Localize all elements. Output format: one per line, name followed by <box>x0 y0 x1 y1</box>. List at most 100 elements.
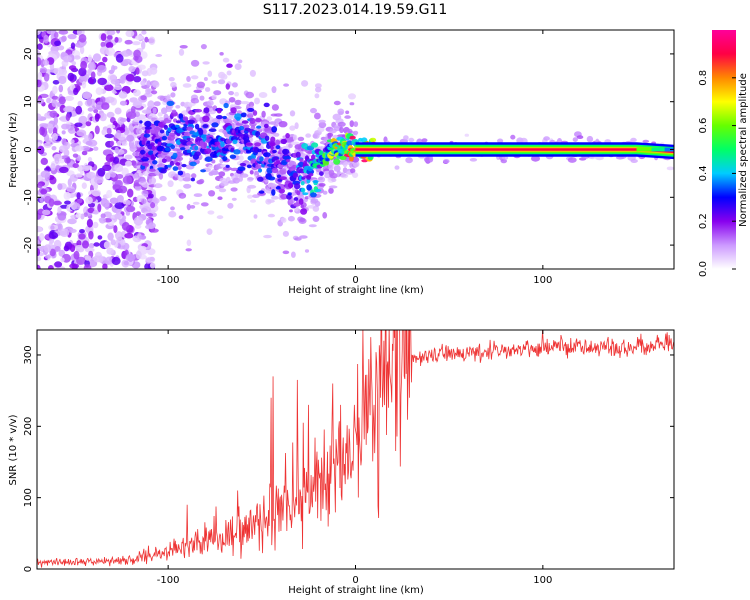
heatmap-cell <box>267 213 275 218</box>
heatmap-cell <box>314 189 322 192</box>
heatmap-cell <box>78 233 86 240</box>
heatmap-cell <box>78 115 88 125</box>
heatmap-cell <box>283 146 289 150</box>
heatmap-cell <box>299 235 308 239</box>
heatmap-cell <box>257 148 263 153</box>
heatmap-cell <box>97 77 107 86</box>
heatmap-cell <box>500 159 507 164</box>
heatmap-cell <box>57 212 67 221</box>
heatmap-cell <box>88 61 96 71</box>
heatmap-cell <box>301 80 309 87</box>
heatmap-cell <box>220 141 225 148</box>
heatmap-cell <box>271 104 279 111</box>
heatmap-cell <box>119 75 126 84</box>
heatmap-cell <box>157 112 163 117</box>
heatmap-cell <box>107 232 114 241</box>
heatmap-cell <box>228 91 235 96</box>
heatmap-cell <box>245 91 254 99</box>
heatmap-cell <box>232 139 238 145</box>
heatmap-cell <box>192 201 200 205</box>
heatmap-cell <box>255 164 262 170</box>
heatmap-cell <box>128 65 136 73</box>
heatmap-cell <box>146 80 152 88</box>
heatmap-cell <box>81 81 87 89</box>
heatmap-cell <box>216 215 224 220</box>
heatmap-cell <box>346 140 353 147</box>
heatmap-cell <box>263 123 269 129</box>
heatmap-cell <box>61 123 70 130</box>
heatmap-cell <box>253 214 258 219</box>
heatmap-cell <box>91 189 102 197</box>
heatmap-cell <box>83 134 89 140</box>
heatmap-cell <box>151 90 158 95</box>
heatmap-cell <box>39 233 45 241</box>
heatmap-cell <box>99 217 106 224</box>
heatmap-cell <box>318 119 326 124</box>
heatmap-cell <box>168 210 177 218</box>
heatmap-cell <box>81 182 87 189</box>
heatmap-cell <box>37 57 42 66</box>
heatmap-cell <box>293 197 299 201</box>
heatmap-cell <box>182 116 189 121</box>
heatmap-cell <box>186 149 192 153</box>
heatmap-cell <box>200 44 207 50</box>
heatmap-cell <box>133 56 139 61</box>
heatmap-cell <box>151 145 156 151</box>
heatmap-cell <box>211 122 219 128</box>
heatmap-cell <box>141 30 147 35</box>
heatmap-cell <box>271 195 279 200</box>
heatmap-cell <box>250 199 256 203</box>
heatmap-cell <box>328 187 334 194</box>
heatmap-cell <box>113 225 118 234</box>
heatmap-cell <box>272 149 277 154</box>
y-tick-label: 20 <box>23 48 34 61</box>
heatmap-cell <box>222 57 230 63</box>
heatmap-cell <box>220 137 226 142</box>
heatmap-cell <box>49 67 59 73</box>
heatmap-cell <box>137 169 142 174</box>
heatmap-cell <box>292 172 299 178</box>
heatmap-cell <box>73 87 79 96</box>
heatmap-cell <box>175 105 181 109</box>
heatmap-cell <box>95 87 104 96</box>
heatmap-cell <box>103 241 111 250</box>
heatmap-cell <box>229 154 237 159</box>
heatmap-cell <box>152 160 158 165</box>
heatmap-cell <box>666 166 674 171</box>
heatmap-cell <box>87 54 93 63</box>
heatmap-cell <box>135 250 142 260</box>
heatmap-cell <box>300 181 305 186</box>
heatmap-cell <box>186 137 191 142</box>
spectrogram-y-ticks: -20 -10 0 10 20 <box>23 48 674 253</box>
y-tick-label: 0 <box>23 566 34 572</box>
heatmap-cell <box>469 158 478 162</box>
heatmap-cell <box>53 153 63 162</box>
heatmap-cell <box>345 110 350 115</box>
heatmap-cell <box>60 257 65 263</box>
heatmap-cell <box>190 75 199 80</box>
heatmap-cell <box>157 140 162 147</box>
heatmap-cell <box>292 134 298 141</box>
heatmap-cell <box>125 30 135 38</box>
heatmap-cell <box>54 40 62 47</box>
heatmap-cell <box>159 195 167 202</box>
colorbar-tick-label: 0.8 <box>698 70 709 86</box>
heatmap-cell <box>152 198 160 204</box>
heatmap-cell <box>225 118 233 125</box>
heatmap-cell <box>243 133 249 139</box>
heatmap-cell <box>53 239 62 249</box>
heatmap-cell <box>116 30 121 34</box>
heatmap-cell <box>178 215 184 220</box>
heatmap-cell <box>219 52 224 56</box>
heatmap-cell <box>97 167 106 177</box>
heatmap-cell <box>118 185 128 194</box>
heatmap-cell <box>220 73 228 80</box>
heatmap-cell <box>230 147 235 152</box>
heatmap-cell <box>261 110 266 118</box>
heatmap-cell <box>349 155 354 162</box>
x-tick-label: 0 <box>352 575 358 586</box>
heatmap-cell <box>111 65 116 73</box>
heatmap-cell <box>115 53 124 63</box>
heatmap-cell <box>231 197 237 201</box>
heatmap-cell <box>70 42 76 49</box>
